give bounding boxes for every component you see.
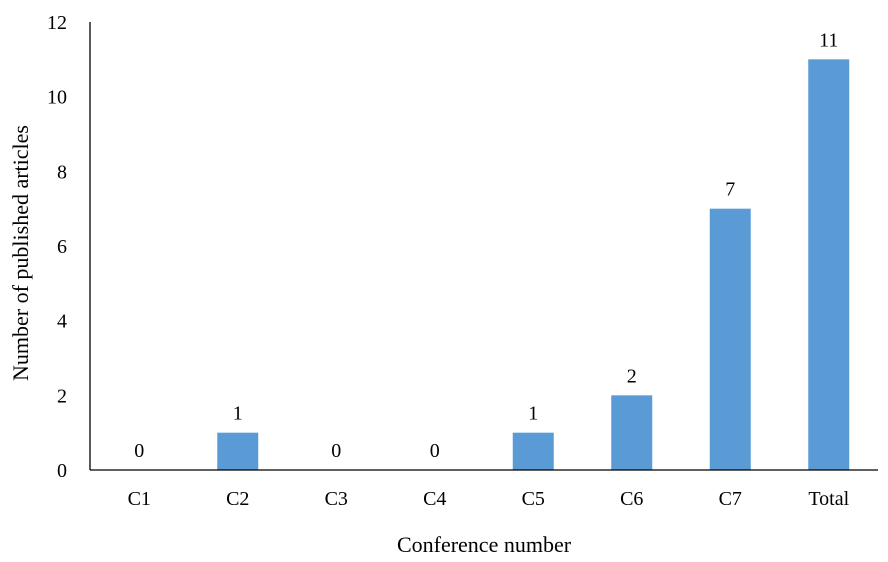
x-tick-label: C3 — [325, 488, 348, 510]
y-axis-title: Number of published articles — [8, 125, 33, 381]
x-tick-label: C4 — [423, 488, 446, 510]
data-label-c3: 0 — [331, 440, 341, 462]
y-tick-label: 4 — [57, 311, 67, 333]
x-tick-labels: C1 C2 C3 C4 C5 C6 C7 Total — [128, 488, 850, 510]
data-label-c4: 0 — [430, 440, 440, 462]
x-tick-label: Total — [808, 488, 849, 510]
y-tick-label: 2 — [57, 385, 67, 407]
data-label-c1: 0 — [134, 440, 144, 462]
y-tick-labels: 0 2 4 6 8 10 12 — [47, 12, 67, 482]
x-tick-label: C1 — [128, 488, 151, 510]
y-tick-label: 0 — [57, 460, 67, 482]
x-axis-title: Conference number — [397, 532, 572, 557]
data-label-c5: 1 — [528, 403, 538, 425]
data-label-c7: 7 — [725, 179, 735, 201]
data-label-c2: 1 — [233, 403, 243, 425]
data-label-total: 11 — [819, 29, 838, 51]
bar-c7 — [709, 208, 751, 470]
y-tick-label: 12 — [47, 12, 67, 34]
y-tick-label: 10 — [47, 87, 67, 109]
y-tick-label: 8 — [57, 161, 67, 183]
bar-total — [808, 59, 850, 470]
x-tick-label: C7 — [719, 488, 742, 510]
y-tick-label: 6 — [57, 236, 67, 258]
bars-group — [217, 59, 850, 470]
data-label-c6: 2 — [627, 365, 637, 387]
bar-c2 — [217, 432, 259, 470]
x-tick-label: C5 — [522, 488, 545, 510]
bar-c5 — [512, 432, 554, 470]
bar-c6 — [611, 395, 653, 470]
x-tick-label: C6 — [620, 488, 643, 510]
x-tick-label: C2 — [226, 488, 249, 510]
data-labels-group: 0 1 0 0 1 2 7 11 — [134, 29, 838, 462]
